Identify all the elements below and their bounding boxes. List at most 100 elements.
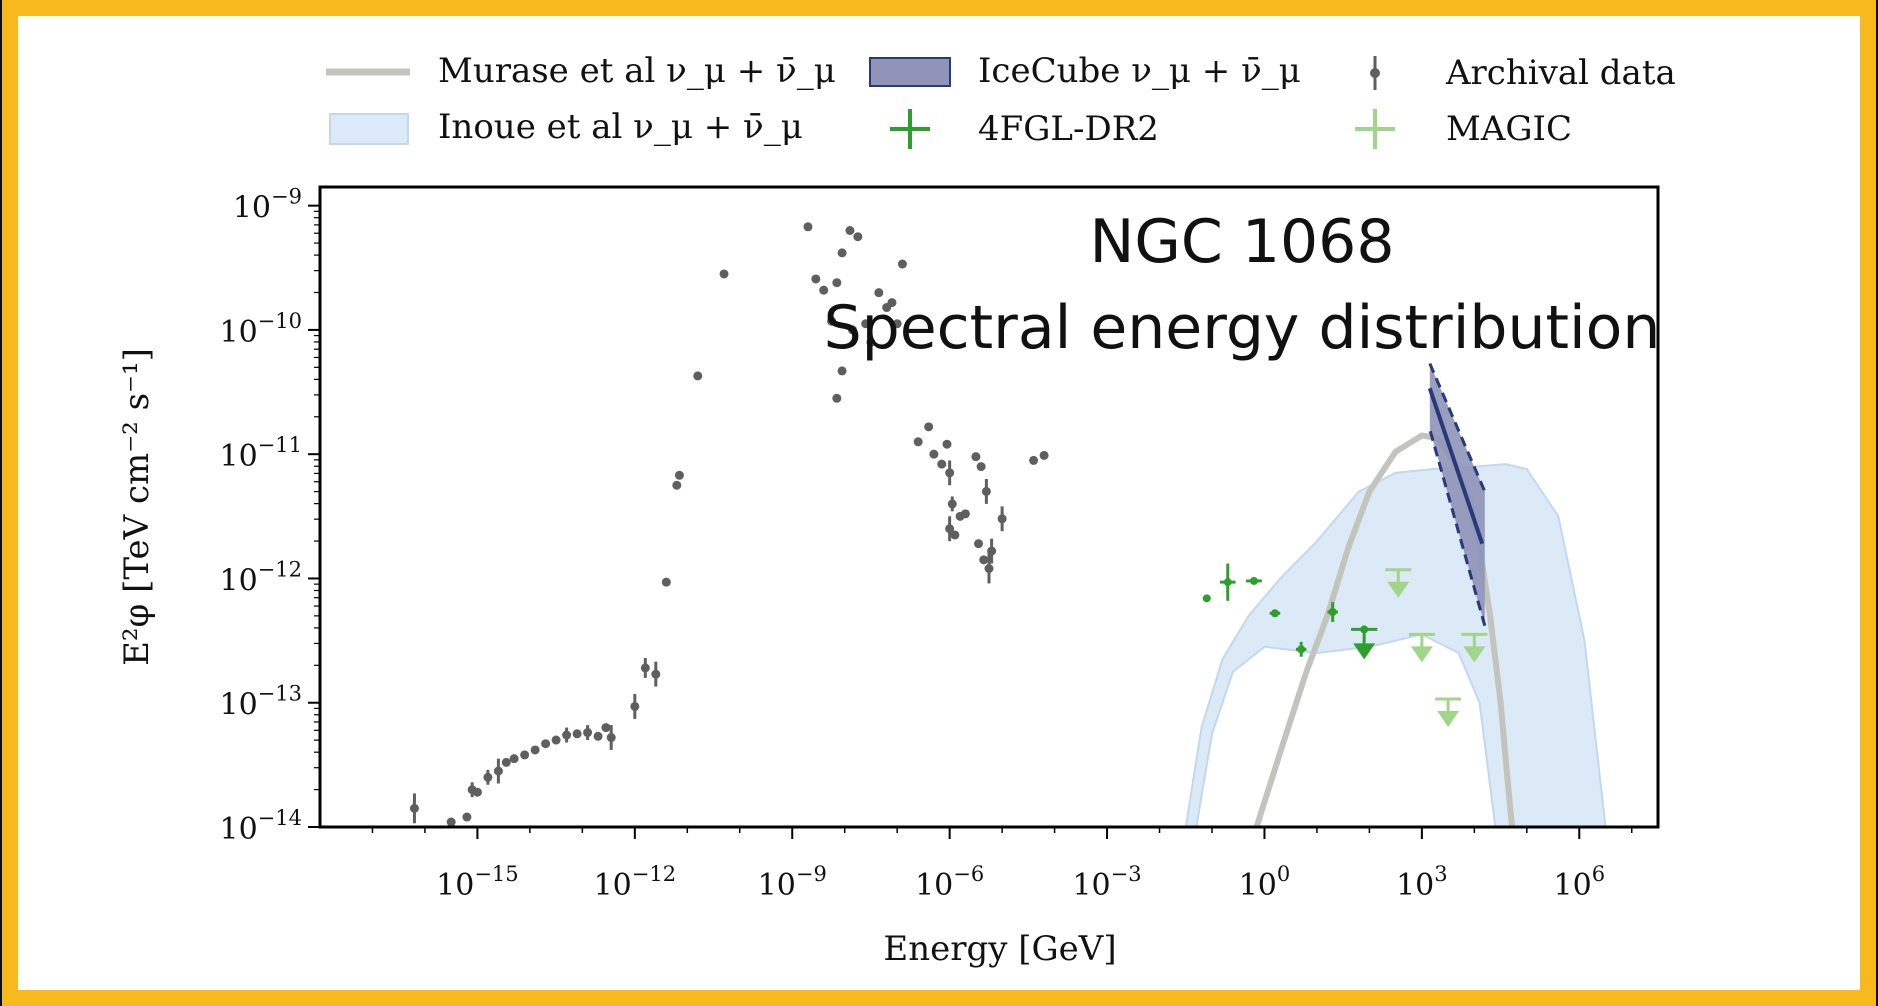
archival-point-28 (811, 274, 821, 284)
magic-arrow-3 (1463, 646, 1486, 663)
icecube-upper-edge (1428, 362, 1487, 493)
archival-point-49 (942, 439, 952, 449)
archival-point-21 (651, 669, 661, 679)
archival-point-23 (672, 480, 682, 490)
archival-point-61 (987, 546, 997, 556)
plot-frame (318, 185, 1660, 829)
fgl-point-0 (1202, 594, 1211, 603)
legend-label-archival: Archival data (1445, 53, 1676, 93)
archival-point-50 (945, 468, 955, 478)
chart-title: NGC 1068 (1089, 207, 1394, 277)
archival-point-43 (832, 393, 842, 403)
y-tick-label-5: 10−14 (219, 806, 302, 847)
archival-point-27 (803, 222, 813, 232)
archival-point-65 (1039, 450, 1049, 460)
y-tick-label-4: 10−13 (219, 682, 302, 723)
archival-point-35 (861, 319, 871, 329)
x-axis-label: Energy [GeV] (883, 929, 1116, 969)
legend-label-4fgl: 4FGL-DR2 (978, 109, 1159, 149)
fgl-point-1 (1223, 578, 1232, 587)
archival-point-24 (674, 470, 684, 480)
archival-point-18 (606, 733, 616, 743)
archival-point-8 (509, 754, 519, 764)
inoue-band (1184, 463, 1607, 827)
archival-point-53 (950, 530, 960, 540)
legend-entry-murase: Murase et al ν_μ + ν̄_μ (326, 51, 836, 91)
archival-point-36 (866, 337, 876, 347)
x-tick-label-5: 100 (1239, 862, 1291, 903)
archival-point-47 (929, 449, 939, 459)
archival-point-58 (981, 486, 991, 496)
legend-swatch-inoue-fill (329, 113, 409, 145)
x-axis: 10−15 10−12 10−9 10−6 10−3 100 103 106 (371, 827, 1633, 903)
legend-swatch-archival-point (1370, 68, 1380, 78)
fgl-point-2 (1249, 576, 1258, 585)
archival-point-20 (640, 663, 650, 673)
archival-point-39 (887, 298, 897, 308)
archival-point-37 (874, 288, 884, 298)
legend-entry-inoue: Inoue et al ν_μ + ν̄_μ (329, 107, 803, 147)
y-tick-label-2: 10−11 (219, 433, 302, 474)
archival-point-26 (719, 269, 729, 279)
archival-point-6 (493, 766, 503, 776)
archival-point-62 (984, 564, 994, 574)
x-tick-label-7: 106 (1554, 862, 1606, 903)
legend-label-magic: MAGIC (1446, 109, 1572, 149)
archival-point-2 (462, 812, 472, 822)
fgl-ul-point-6 (1360, 625, 1369, 634)
archival-point-31 (832, 278, 842, 288)
y-tick-label-0: 10−9 (233, 185, 302, 226)
archival-point-9 (520, 750, 530, 760)
archival-point-16 (593, 731, 603, 741)
archival-point-48 (937, 459, 947, 469)
y-axis-label: E²φ [TeV cm⁻² s⁻¹] (117, 348, 157, 666)
archival-point-45 (913, 437, 923, 447)
archival-point-42 (837, 366, 847, 376)
archival-point-29 (819, 285, 829, 295)
archival-point-13 (562, 730, 572, 740)
archival-point-12 (551, 735, 561, 745)
archival-point-19 (630, 701, 640, 711)
archival-point-15 (583, 728, 593, 738)
x-tick-label-4: 10−3 (1072, 862, 1141, 903)
archival-point-55 (960, 509, 970, 519)
plot-lines (1253, 362, 1516, 827)
archival-point-7 (501, 757, 511, 767)
fgl-ul-arrow-6 (1353, 643, 1376, 660)
y-tick-label-3: 10−12 (219, 557, 302, 598)
archival-point-4 (472, 787, 482, 797)
archival-point-46 (924, 422, 934, 432)
legend-label-inoue: Inoue et al ν_μ + ν̄_μ (438, 107, 803, 147)
fgl-point-5 (1328, 608, 1337, 617)
icecube-bestfit-line (1427, 387, 1485, 545)
archival-point-41 (897, 259, 907, 269)
archival-point-5 (483, 772, 493, 782)
archival-point-56 (971, 452, 981, 462)
legend-entry-archival: Archival data (1370, 53, 1676, 93)
archival-point-17 (601, 723, 611, 733)
archival-point-57 (976, 462, 986, 472)
legend-entry-icecube: IceCube ν_μ + ν̄_μ (869, 51, 1301, 91)
archival-point-30 (827, 316, 837, 326)
legend-entry-magic: MAGIC (1355, 109, 1572, 149)
legend-swatch-icecube-band (869, 57, 951, 87)
archival-point-52 (945, 524, 955, 534)
legend-label-icecube: IceCube ν_μ + ν̄_μ (978, 51, 1301, 91)
archival-point-33 (845, 225, 855, 235)
archival-point-64 (1029, 455, 1039, 465)
archival-point-44 (848, 325, 858, 335)
icecube-lower-edge (1428, 428, 1487, 627)
archival-point-60 (979, 555, 989, 565)
archival-point-34 (853, 232, 863, 242)
archival-point-22 (661, 577, 671, 587)
plot-points (409, 222, 1488, 827)
archival-point-25 (693, 371, 703, 381)
magic-arrow-0 (1387, 581, 1410, 598)
legend: Murase et al ν_μ + ν̄_μ IceCube ν_μ + ν̄… (326, 51, 1676, 149)
archival-point-32 (837, 248, 847, 258)
magic-arrow-2 (1437, 711, 1460, 727)
x-tick-label-6: 103 (1396, 862, 1448, 903)
archival-point-63 (997, 514, 1007, 524)
